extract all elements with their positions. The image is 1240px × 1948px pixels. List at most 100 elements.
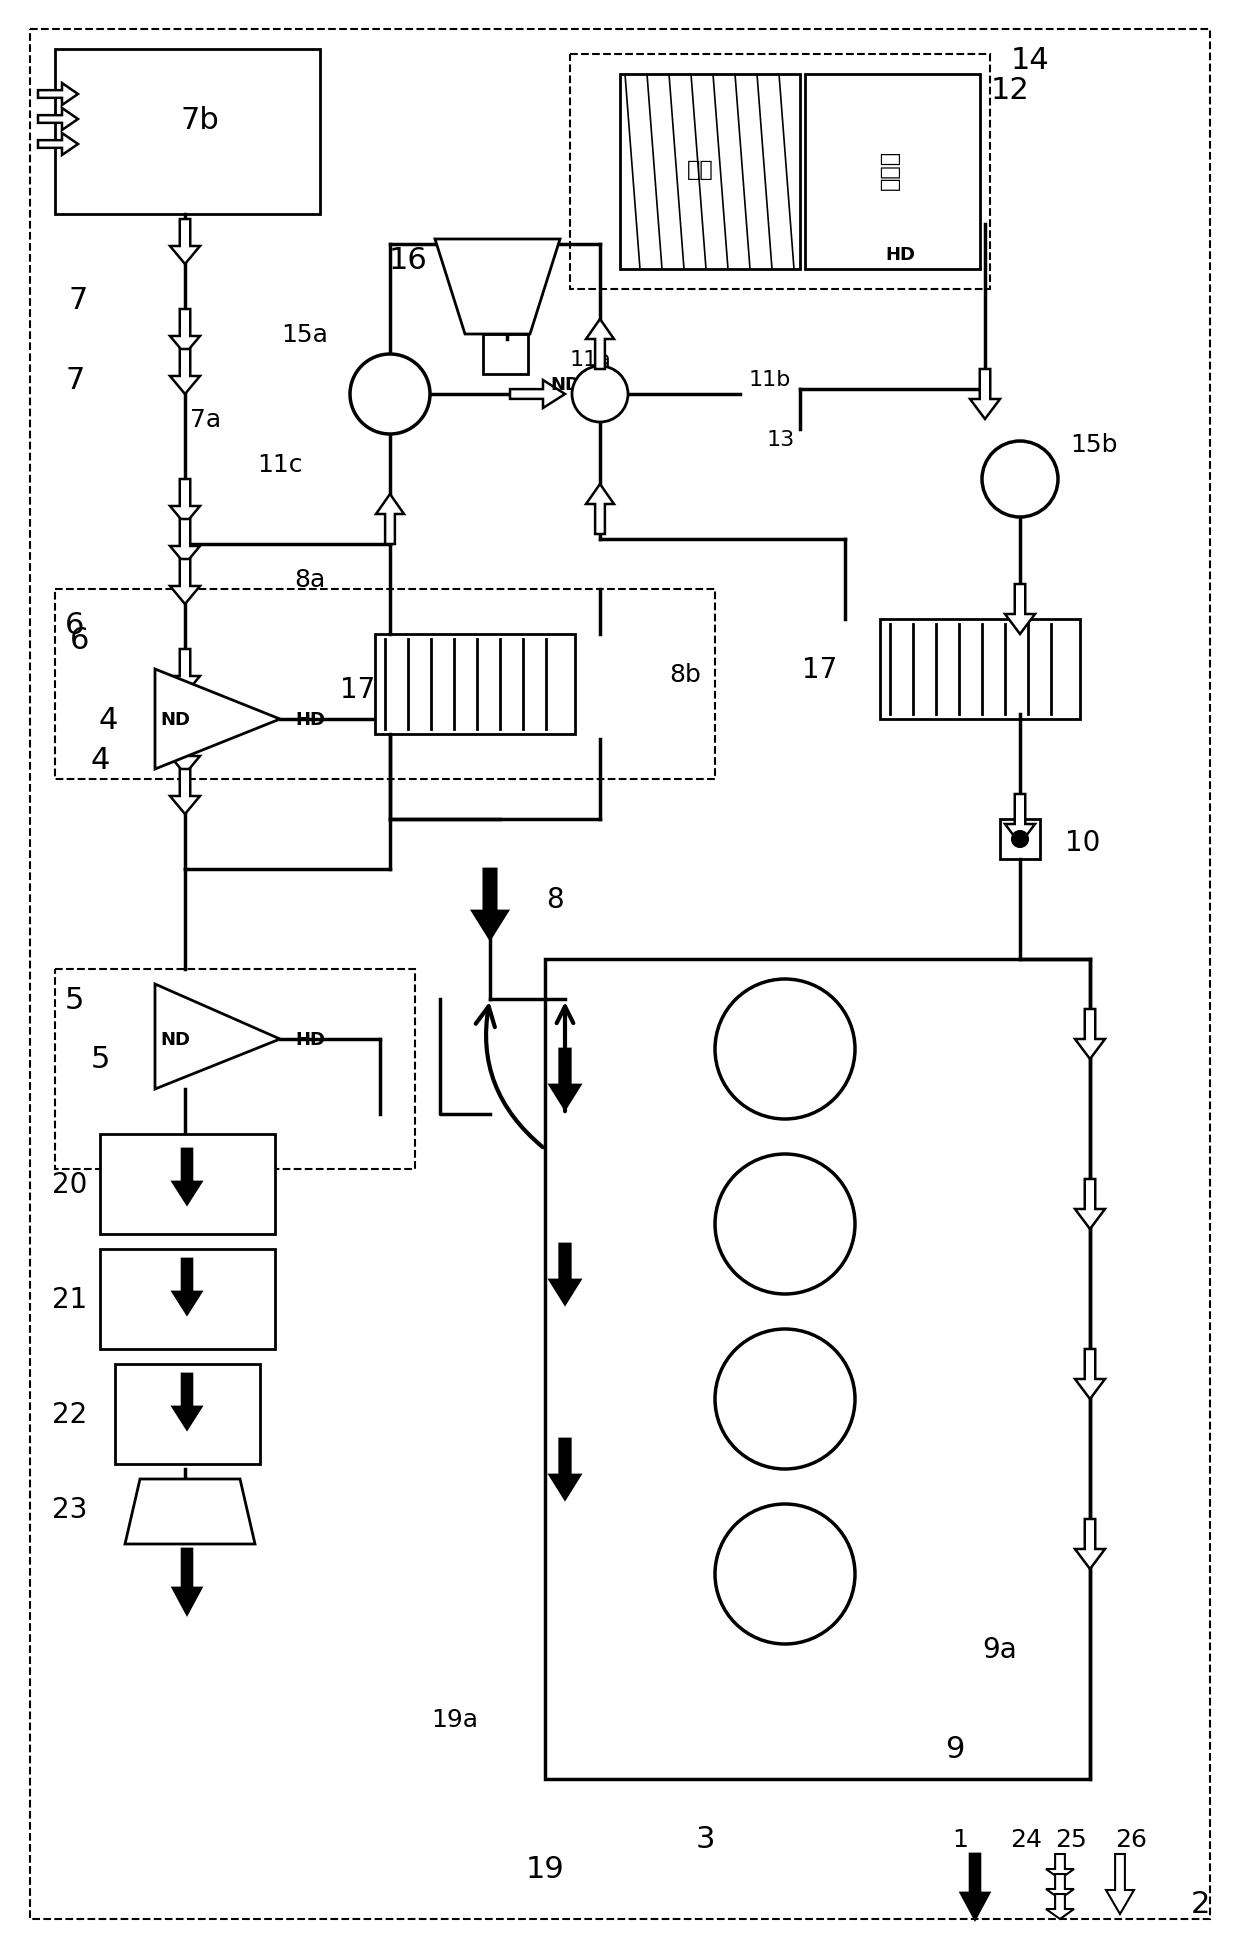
Polygon shape [472, 869, 507, 939]
Polygon shape [1047, 1874, 1074, 1899]
Polygon shape [170, 769, 200, 814]
Circle shape [350, 355, 430, 434]
Polygon shape [551, 1050, 580, 1110]
Text: 马达: 马达 [687, 160, 713, 179]
Polygon shape [587, 319, 614, 370]
Text: 22: 22 [52, 1401, 88, 1428]
Polygon shape [1075, 1519, 1105, 1570]
Text: 24: 24 [1011, 1827, 1042, 1851]
Polygon shape [970, 370, 999, 419]
Text: 7a: 7a [190, 407, 221, 432]
Text: 23: 23 [52, 1496, 88, 1523]
FancyBboxPatch shape [374, 635, 575, 734]
Text: 16: 16 [388, 245, 428, 275]
FancyBboxPatch shape [100, 1249, 275, 1350]
FancyBboxPatch shape [805, 74, 980, 271]
Polygon shape [38, 84, 78, 105]
Text: HD: HD [295, 1030, 325, 1048]
Polygon shape [174, 1373, 201, 1430]
Polygon shape [170, 651, 200, 695]
Text: 17: 17 [340, 676, 376, 703]
Text: 13: 13 [766, 431, 795, 450]
Text: 5: 5 [91, 1044, 109, 1073]
FancyBboxPatch shape [620, 74, 800, 271]
Text: 21: 21 [52, 1286, 88, 1313]
Polygon shape [1075, 1350, 1105, 1399]
Text: 26: 26 [1115, 1827, 1147, 1851]
Polygon shape [376, 495, 404, 545]
Polygon shape [435, 240, 560, 335]
Circle shape [715, 980, 856, 1120]
Circle shape [982, 442, 1058, 518]
Text: 15b: 15b [1070, 432, 1117, 456]
Text: 11c: 11c [257, 452, 303, 477]
Text: 11b: 11b [749, 370, 791, 390]
Circle shape [715, 1329, 856, 1469]
Text: 25: 25 [1055, 1827, 1086, 1851]
Polygon shape [174, 1258, 201, 1315]
Text: HD: HD [295, 711, 325, 729]
Text: ND: ND [551, 376, 580, 393]
FancyBboxPatch shape [880, 619, 1080, 719]
Polygon shape [174, 1149, 201, 1204]
Bar [55, 590, 715, 779]
Text: 14: 14 [1011, 45, 1049, 74]
FancyBboxPatch shape [55, 51, 320, 214]
Text: 20: 20 [52, 1171, 88, 1198]
Text: 12: 12 [991, 76, 1029, 105]
Polygon shape [170, 220, 200, 265]
Text: ND: ND [160, 1030, 190, 1048]
Polygon shape [1047, 1854, 1074, 1880]
Text: 11a: 11a [569, 351, 611, 370]
Polygon shape [551, 1245, 580, 1305]
Polygon shape [170, 690, 200, 734]
Polygon shape [1004, 584, 1035, 635]
Polygon shape [174, 1549, 201, 1615]
Polygon shape [1075, 1179, 1105, 1229]
FancyBboxPatch shape [100, 1134, 275, 1235]
Circle shape [715, 1155, 856, 1293]
Polygon shape [1075, 1009, 1105, 1060]
Polygon shape [38, 134, 78, 156]
Text: 9: 9 [945, 1734, 965, 1763]
Polygon shape [170, 351, 200, 395]
Polygon shape [170, 310, 200, 355]
Text: ND: ND [160, 711, 190, 729]
Polygon shape [38, 109, 78, 131]
Polygon shape [587, 485, 614, 534]
Circle shape [1012, 832, 1028, 847]
Bar [55, 970, 415, 1169]
Text: 19a: 19a [432, 1706, 479, 1732]
Text: 10: 10 [1065, 828, 1100, 857]
FancyBboxPatch shape [999, 820, 1040, 859]
Text: 2: 2 [1190, 1890, 1210, 1919]
Text: 1: 1 [952, 1827, 968, 1851]
Polygon shape [551, 1440, 580, 1500]
Text: HD: HD [885, 245, 915, 263]
Text: 17: 17 [802, 656, 838, 684]
Polygon shape [1004, 795, 1035, 845]
Polygon shape [170, 730, 200, 775]
Circle shape [715, 1504, 856, 1644]
Polygon shape [170, 479, 200, 524]
Text: 发电机: 发电机 [880, 150, 900, 191]
Text: 5: 5 [64, 986, 84, 1015]
Polygon shape [170, 520, 200, 565]
FancyBboxPatch shape [115, 1364, 260, 1465]
Text: 7: 7 [66, 366, 84, 393]
Polygon shape [510, 380, 565, 409]
Text: 6: 6 [71, 625, 89, 655]
Circle shape [572, 366, 627, 423]
Text: 9a: 9a [982, 1634, 1017, 1664]
Bar [570, 55, 990, 290]
Text: 7: 7 [68, 284, 88, 314]
Text: 7b: 7b [181, 105, 219, 134]
FancyBboxPatch shape [546, 960, 1090, 1779]
FancyBboxPatch shape [484, 335, 528, 374]
Text: 19: 19 [526, 1854, 564, 1884]
Text: 4: 4 [91, 746, 109, 773]
Text: 4: 4 [98, 705, 118, 734]
Text: 3: 3 [696, 1825, 714, 1854]
Polygon shape [1106, 1854, 1135, 1915]
Text: 6: 6 [64, 610, 84, 639]
